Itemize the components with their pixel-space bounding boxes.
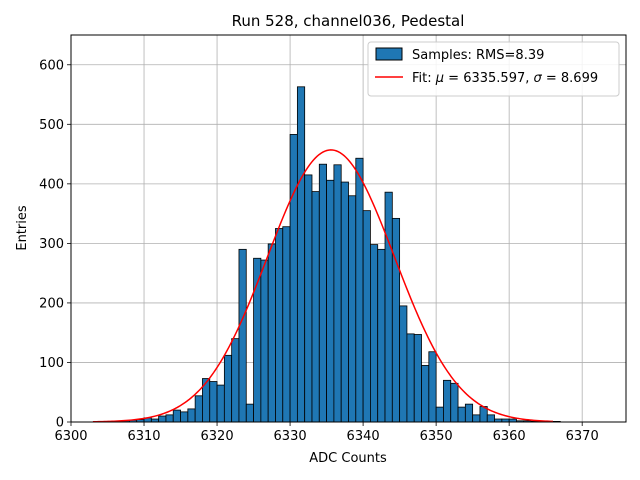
legend-fit-mu: μ bbox=[435, 71, 444, 86]
histogram-bar bbox=[289, 134, 298, 423]
legend-fit-sigma-value: = 8.699 bbox=[542, 71, 598, 86]
x-axis-label: ADC Counts bbox=[309, 451, 387, 466]
histogram-bar bbox=[486, 414, 495, 423]
histogram-bar bbox=[275, 228, 284, 423]
y-axis-label: Entries bbox=[15, 205, 30, 251]
histogram-bar bbox=[165, 414, 174, 423]
histogram-bar bbox=[267, 243, 276, 423]
histogram-bar bbox=[413, 334, 422, 423]
x-tick-label: 6310 bbox=[127, 429, 160, 444]
plot-frame bbox=[70, 34, 627, 423]
histogram-bar bbox=[362, 210, 371, 423]
histogram-bar bbox=[172, 409, 181, 423]
y-tick-label: 0 bbox=[56, 416, 64, 431]
histogram-bar bbox=[340, 181, 349, 423]
y-tick-label: 500 bbox=[39, 118, 64, 133]
histogram-bar bbox=[304, 174, 313, 423]
histogram-bar bbox=[282, 226, 291, 423]
legend-hist-label: Samples: RMS=8.39 bbox=[412, 48, 544, 63]
histogram-bar bbox=[158, 415, 167, 423]
histogram-bar bbox=[216, 384, 225, 423]
y-axis-ticks: 0 100 200 300 400 500 600 bbox=[39, 58, 71, 431]
histogram-bar bbox=[443, 379, 452, 423]
legend-fit-label: Fit: μ = 6335.597, σ = 8.699 bbox=[412, 71, 598, 86]
histogram-bar bbox=[209, 381, 218, 423]
histogram-bar bbox=[406, 333, 415, 423]
y-tick-label: 600 bbox=[39, 58, 64, 73]
histogram-bar bbox=[180, 411, 189, 423]
x-tick-label: 6370 bbox=[566, 429, 599, 444]
x-tick-label: 6330 bbox=[274, 429, 307, 444]
x-tick-label: 6350 bbox=[420, 429, 453, 444]
histogram-bar bbox=[260, 259, 269, 423]
x-tick-label: 6320 bbox=[201, 429, 234, 444]
y-tick-label: 200 bbox=[39, 296, 64, 311]
histogram-bar bbox=[391, 217, 401, 423]
histogram-bar bbox=[245, 403, 254, 423]
fit-curve bbox=[92, 149, 553, 423]
histogram-bar bbox=[355, 157, 364, 423]
histogram-bar bbox=[318, 163, 327, 423]
histogram-bar bbox=[377, 248, 386, 423]
legend-box bbox=[367, 41, 620, 97]
histogram-bar bbox=[428, 351, 437, 423]
y-tick-label: 300 bbox=[39, 237, 64, 252]
histogram-bar bbox=[370, 244, 379, 423]
histogram-bar bbox=[333, 164, 342, 423]
histogram-bar bbox=[238, 248, 247, 423]
legend-fit-prefix: Fit: bbox=[412, 71, 436, 86]
histogram-bar bbox=[311, 191, 320, 423]
histogram-bar bbox=[326, 179, 335, 423]
histogram-bar bbox=[457, 406, 466, 423]
histogram-bar bbox=[399, 305, 408, 423]
x-tick-label: 6340 bbox=[347, 429, 380, 444]
histogram-bar bbox=[194, 395, 203, 423]
y-tick-label: 100 bbox=[39, 356, 64, 371]
legend-hist-swatch bbox=[375, 47, 403, 61]
histogram-bar bbox=[435, 406, 444, 423]
legend: Samples: RMS=8.39 Fit: μ = 6335.597, σ =… bbox=[367, 41, 620, 97]
y-tick-label: 400 bbox=[39, 177, 64, 192]
x-tick-label: 6360 bbox=[493, 429, 526, 444]
histogram-bar bbox=[464, 403, 474, 423]
histogram-bar bbox=[472, 414, 481, 423]
histogram-bar bbox=[231, 338, 240, 423]
histogram-bar bbox=[384, 191, 393, 423]
histogram-bar bbox=[187, 408, 196, 423]
x-axis-ticks: 6300 6310 6320 6330 6340 6350 6360 6370 bbox=[54, 422, 599, 444]
x-tick-label: 6300 bbox=[54, 429, 87, 444]
legend-fit-mu-value: = 6335.597, bbox=[444, 71, 533, 86]
histogram-bar bbox=[223, 354, 233, 423]
legend-fit-sigma: σ bbox=[534, 71, 543, 86]
chart-title: Run 528, channel036, Pedestal bbox=[232, 12, 465, 30]
histogram-bar bbox=[421, 365, 430, 423]
histogram-bar bbox=[348, 195, 357, 423]
histogram-bar bbox=[450, 382, 459, 423]
histogram-bar bbox=[296, 86, 306, 423]
